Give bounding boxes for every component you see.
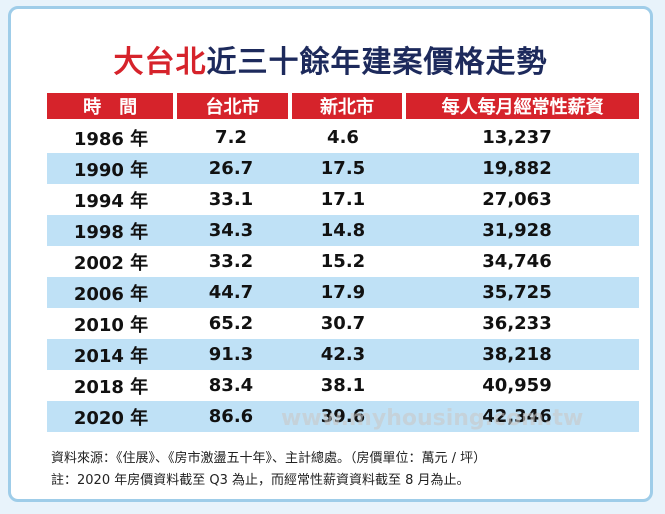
table-row: 2010 年 65.2 30.7 36,233 <box>47 308 639 339</box>
table-cell: 19,882 <box>482 158 552 179</box>
table: 時 間台北市 新北市 每人每月經常性薪資 1986 年 7.2 4.6 13,237 1990… <box>47 93 639 432</box>
header-cell: 台北市 <box>177 93 288 119</box>
table-cell: 33.1 <box>208 189 254 210</box>
note: 資料來源：《住展》、《房市激盪五十年》、主計總處。（房價單位：萬元 / 坪） <box>51 451 487 466</box>
table-row: 1998 年 34.3 14.8 31,928 <box>47 215 639 246</box>
table-cell: 42.3 <box>320 344 366 365</box>
table-cell: 26.7 <box>208 158 254 179</box>
table-cell: 17.5 <box>320 158 366 179</box>
table-cell: 34.3 <box>208 220 254 241</box>
table-cell: 1998 年 <box>73 221 149 243</box>
table-cell: 27,063 <box>482 189 552 210</box>
note: 註：2020 年房價資料截至 Q3 為止，而經常性薪資資料截至 8 月為止。 <box>51 473 470 488</box>
table-cell: 38,218 <box>482 344 552 365</box>
table-cell: 31,928 <box>482 220 552 241</box>
table-cell: 2014 年 <box>73 345 149 367</box>
table-cell: 2010 年 <box>73 314 149 336</box>
table-cell: 36,233 <box>482 313 552 334</box>
title-rest: 近三十餘年建案價格走勢 <box>206 45 548 80</box>
header-row: 時 間台北市 新北市 每人每月經常性薪資 <box>47 93 639 119</box>
table-cell: 83.4 <box>208 375 254 396</box>
table-row: 1994 年 33.1 17.1 27,063 <box>47 184 639 215</box>
header-cell: 每人每月經常性薪資 <box>406 93 639 119</box>
table-row: 1986 年 7.2 4.6 13,237 <box>47 122 639 153</box>
table-cell: 13,237 <box>482 127 552 148</box>
header-cell: 時 間 <box>47 93 174 119</box>
table-cell: 2018 年 <box>73 376 149 398</box>
table-cell: 2020 年 <box>73 407 149 429</box>
table-cell: 1990 年 <box>73 159 149 181</box>
table-cell: 2002 年 <box>73 252 149 274</box>
table-cell: 91.3 <box>208 344 254 365</box>
table-cell: 1986 年 <box>73 128 149 150</box>
header-cell: 新北市 <box>291 93 403 119</box>
table-row: 2018 年 83.4 38.1 40,959 <box>47 370 639 401</box>
table-cell: 14.8 <box>320 220 366 241</box>
title-highlight: 大台北 <box>113 45 207 80</box>
table-cell: 39.6 <box>320 406 366 427</box>
watermark: www.myhousing.com.tw <box>281 406 584 431</box>
table-cell: 17.1 <box>320 189 366 210</box>
table-row: 1990 年 26.7 17.5 19,882 <box>47 153 639 184</box>
table-row: 2006 年 44.7 17.9 35,725 <box>47 277 639 308</box>
table-cell: 1994 年 <box>73 190 149 212</box>
table-cell: 7.2 <box>215 127 247 148</box>
table-cell: 65.2 <box>208 313 254 334</box>
table-row: 2020 年 86.6 39.6 42,346 <box>47 401 639 432</box>
table-cell: 44.7 <box>208 282 254 303</box>
table-cell: 4.6 <box>327 127 359 148</box>
table-row: 2014 年 91.3 42.3 38,218 <box>47 339 639 370</box>
table-cell: 17.9 <box>320 282 366 303</box>
table-cell: 86.6 <box>208 406 254 427</box>
table-cell: 34,746 <box>482 251 552 272</box>
table-cell: 30.7 <box>320 313 366 334</box>
table-cell: 33.2 <box>208 251 254 272</box>
table-cell: 15.2 <box>320 251 366 272</box>
frame: 大台北近三十餘年建案價格走勢 時 間台北市 新北市 每人每月經常性薪資 1986 年 7… <box>8 6 653 502</box>
table-cell: 35,725 <box>482 282 552 303</box>
table-cell: 38.1 <box>320 375 366 396</box>
table-cell: 40,959 <box>482 375 552 396</box>
title: 大台北近三十餘年建案價格走勢 <box>11 37 650 81</box>
table-cell: 2006 年 <box>73 283 149 305</box>
table-cell: 42,346 <box>482 406 552 427</box>
table-row: 2002 年 33.2 15.2 34,746 <box>47 246 639 277</box>
